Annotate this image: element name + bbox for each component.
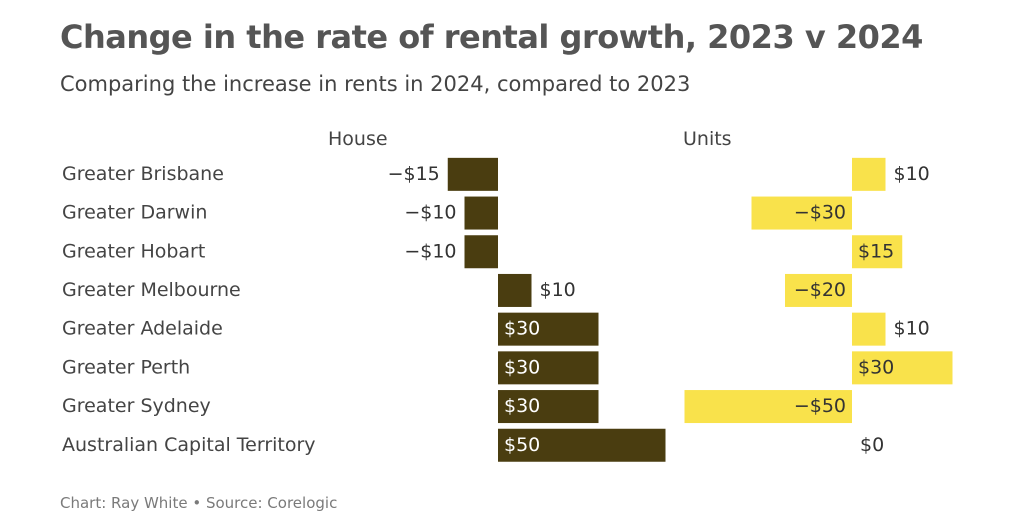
category-label: Australian Capital Territory bbox=[62, 434, 316, 456]
bar-units bbox=[852, 235, 903, 269]
data-label: −$10 bbox=[404, 202, 456, 224]
data-label: −$20 bbox=[794, 279, 846, 301]
bar-house bbox=[464, 235, 498, 269]
bar-units bbox=[751, 196, 852, 230]
bar-units bbox=[852, 312, 886, 346]
data-label: $10 bbox=[540, 279, 576, 301]
data-label: $30 bbox=[504, 356, 540, 378]
data-label: $30 bbox=[504, 395, 540, 417]
chart-footer: Chart: Ray White • Source: Corelogic bbox=[60, 494, 338, 512]
data-label: $30 bbox=[504, 318, 540, 340]
bar-house bbox=[498, 390, 599, 424]
data-label: $10 bbox=[894, 163, 930, 185]
bar-house bbox=[498, 351, 599, 385]
data-label: −$15 bbox=[388, 163, 440, 185]
category-label: Greater Brisbane bbox=[62, 163, 224, 185]
bar-units bbox=[684, 390, 852, 424]
category-label: Greater Hobart bbox=[62, 240, 205, 262]
bar-house bbox=[498, 273, 532, 307]
category-label: Greater Perth bbox=[62, 356, 190, 378]
bar-house bbox=[498, 312, 599, 346]
bar-units bbox=[852, 351, 953, 385]
bar-house bbox=[498, 428, 666, 462]
data-label: −$10 bbox=[404, 240, 456, 262]
chart-title: Change in the rate of rental growth, 202… bbox=[60, 18, 923, 56]
bar-units bbox=[852, 157, 886, 191]
data-label: $15 bbox=[858, 240, 894, 262]
data-label: −$30 bbox=[794, 202, 846, 224]
bar-house bbox=[464, 196, 498, 230]
data-label: $0 bbox=[860, 434, 884, 456]
bar-house bbox=[447, 157, 498, 191]
data-label: $10 bbox=[894, 318, 930, 340]
data-label: $30 bbox=[858, 356, 894, 378]
legend-label-house: House bbox=[328, 128, 388, 150]
category-label: Greater Sydney bbox=[62, 395, 211, 417]
bar-units bbox=[785, 273, 852, 307]
legend-label-units: Units bbox=[683, 128, 732, 150]
data-label: −$50 bbox=[794, 395, 846, 417]
category-label: Greater Adelaide bbox=[62, 318, 223, 340]
chart-subtitle: Comparing the increase in rents in 2024,… bbox=[60, 72, 691, 96]
category-label: Greater Darwin bbox=[62, 202, 207, 224]
data-label: $50 bbox=[504, 434, 540, 456]
category-label: Greater Melbourne bbox=[62, 279, 241, 301]
